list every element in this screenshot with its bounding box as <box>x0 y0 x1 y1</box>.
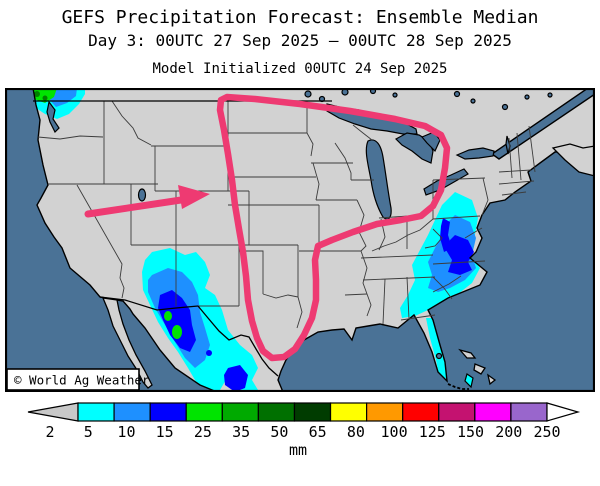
lake-ontario <box>455 147 495 160</box>
great-salt-lake <box>137 188 147 202</box>
mexico-border <box>99 296 199 311</box>
colorbar-tick-label: 15 <box>156 423 174 441</box>
colorbar-cell <box>221 402 259 422</box>
colorbar-unit-label: mm <box>289 441 307 459</box>
colorbar-cell <box>329 402 368 422</box>
precip-green-layer <box>27 88 182 339</box>
canada-lake <box>547 92 553 98</box>
colorbar-cell <box>185 402 223 422</box>
colorbar-cell <box>113 402 151 422</box>
nova-scotia <box>551 143 595 177</box>
colorbar-cell <box>366 402 404 422</box>
bahamas-cyan-island <box>464 373 474 389</box>
valid-period-subtitle: Day 3: 00UTC 27 Sep 2025 — 00UTC 28 Sep … <box>88 31 512 50</box>
puget-sound <box>46 100 60 134</box>
precip-blue-layer <box>158 218 474 392</box>
lake-michigan <box>365 139 392 220</box>
canada-lake <box>453 90 461 98</box>
baja-peninsula <box>101 297 153 389</box>
islands-layer <box>101 143 595 389</box>
colorbar-tick-label: 35 <box>232 423 250 441</box>
lake-huron <box>395 132 434 164</box>
bahamas-island <box>486 373 497 386</box>
colorbar-tick-label: 65 <box>309 423 327 441</box>
map-border <box>5 88 595 392</box>
canada-lake <box>501 103 509 111</box>
map-frame: © World Ag Weather <box>5 88 595 392</box>
copyright-label: © World Ag Weather <box>14 373 150 388</box>
colorbar-tick-label: 50 <box>270 423 288 441</box>
colorbar-tick-label: 25 <box>194 423 212 441</box>
colorbar-below-min-arrow-icon <box>27 402 79 422</box>
flow-arrow-shaft <box>84 196 185 218</box>
forecast-region-outline <box>216 93 451 362</box>
colorbar-tick-label: 100 <box>381 423 408 441</box>
canada-lake <box>392 92 398 98</box>
colorbar-cell <box>257 402 296 422</box>
copyright-box: © World Ag Weather <box>6 368 150 391</box>
colorbar-cell <box>510 402 548 422</box>
colorbar-tick-label: 2 <box>45 423 54 441</box>
colorbar-tick-label: 125 <box>419 423 446 441</box>
colorbar-cell <box>402 402 440 422</box>
colorbar-cell <box>149 402 187 422</box>
annotation-layer <box>84 93 451 362</box>
canada-lake <box>470 98 476 104</box>
colorbar-tick-label: 10 <box>117 423 135 441</box>
flow-arrow-head-icon <box>178 185 210 209</box>
colorbar-cell <box>474 402 512 422</box>
colorbar-cell <box>293 402 332 422</box>
precip-darkgreen-layer <box>34 91 48 101</box>
canada-lake <box>304 90 312 98</box>
colorbar-tick-label: 80 <box>347 423 365 441</box>
colorbar-cell <box>77 402 115 422</box>
page-title: GEFS Precipitation Forecast: Ensemble Me… <box>61 7 539 28</box>
florida-keys <box>447 383 469 390</box>
colorbar: 2 5 10 15 25 35 50 65 80 100 125 150 200 250 mm <box>0 398 600 462</box>
model-init-label: Model Initialized 00UTC 24 Sep 2025 <box>152 61 448 77</box>
colorbar-tick-label: 200 <box>495 423 522 441</box>
rio-grande-border <box>197 305 279 377</box>
colorbar-tick-label: 150 <box>457 423 484 441</box>
pacific-ocean <box>5 88 218 392</box>
colorbar-cell <box>438 402 476 422</box>
bahamas-island <box>458 348 477 359</box>
canada-lake <box>524 94 530 100</box>
lake-okeechobee <box>435 352 443 360</box>
colorbar-above-max-arrow-icon <box>546 402 581 422</box>
state-borders-layer <box>37 100 536 329</box>
colorbar-tick-label: 250 <box>533 423 560 441</box>
bahamas-island <box>473 363 486 375</box>
us-precipitation-map: © World Ag Weather <box>5 88 595 392</box>
colorbar-tick-label: 5 <box>84 423 93 441</box>
